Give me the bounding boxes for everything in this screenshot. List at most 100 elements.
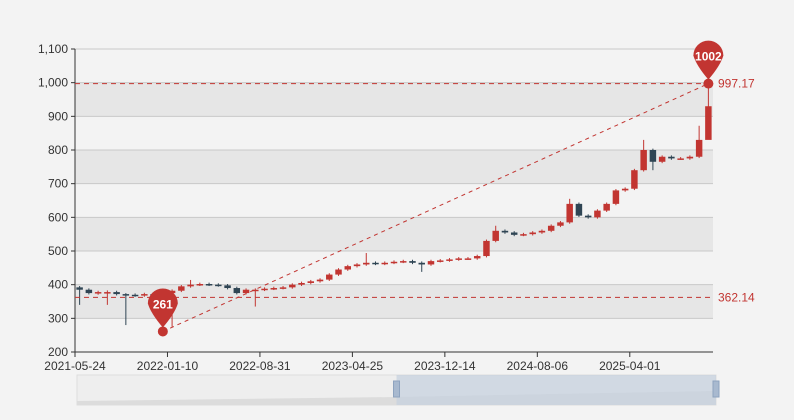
candle-body bbox=[215, 284, 222, 287]
y-tick-label: 600 bbox=[48, 210, 68, 224]
candle-body bbox=[603, 203, 610, 211]
candle-body bbox=[668, 156, 675, 159]
mark-lines: 997.17 362.14 1002 261 bbox=[75, 40, 755, 337]
y-tick-label: 900 bbox=[48, 109, 68, 123]
x-tick-label: 2024-08-06 bbox=[507, 359, 569, 373]
mark-point-dot bbox=[157, 326, 168, 337]
candle-body bbox=[131, 294, 139, 297]
candle-body bbox=[372, 262, 379, 265]
candle-body bbox=[316, 279, 324, 282]
candle-body bbox=[510, 232, 518, 235]
candle-body bbox=[76, 287, 83, 290]
split-area-band bbox=[75, 49, 713, 83]
candle-body bbox=[473, 256, 481, 259]
split-area-band bbox=[75, 217, 713, 251]
candle-body bbox=[483, 240, 490, 257]
candle-body bbox=[529, 232, 536, 235]
candle-body bbox=[575, 203, 583, 216]
y-tick-label: 1,000 bbox=[38, 76, 68, 90]
candle-body bbox=[113, 292, 120, 295]
y-tick-label: 500 bbox=[48, 244, 68, 258]
candle-body bbox=[141, 294, 148, 296]
y-tick-label: 400 bbox=[48, 278, 68, 292]
candle-body bbox=[492, 230, 499, 241]
candle-body bbox=[104, 292, 111, 294]
candle-body bbox=[446, 259, 453, 261]
candle-body bbox=[298, 282, 305, 285]
mark-point-label: 261 bbox=[153, 297, 173, 311]
candle-body bbox=[557, 222, 564, 226]
split-area-band bbox=[75, 251, 713, 285]
candle-body bbox=[705, 106, 712, 140]
candle-body bbox=[390, 261, 398, 264]
candle-body bbox=[122, 294, 130, 296]
axes: 200 300 400 500 600 700 800 900 1,000 1,100 2021-0… bbox=[38, 42, 713, 373]
x-tick-label: 2023-04-25 bbox=[322, 359, 384, 373]
candle-body bbox=[427, 261, 435, 265]
candle-body bbox=[594, 210, 601, 218]
grid-lines bbox=[75, 48, 713, 319]
mark-point-label: 1002 bbox=[695, 50, 722, 64]
y-tick-label: 300 bbox=[48, 311, 68, 325]
x-tick-label: 2021-05-24 bbox=[44, 359, 106, 373]
candle-body bbox=[187, 284, 194, 287]
candle-body bbox=[455, 258, 462, 260]
candle-body bbox=[612, 190, 620, 204]
candle-body bbox=[640, 150, 647, 171]
candle-body bbox=[520, 234, 527, 236]
candle-body bbox=[353, 264, 361, 267]
candle-body bbox=[94, 292, 102, 294]
candle-body bbox=[335, 269, 342, 275]
candles bbox=[76, 81, 712, 332]
candle-body bbox=[566, 203, 573, 223]
split-area-band bbox=[75, 82, 713, 117]
candle-body bbox=[409, 261, 416, 263]
mark-point-pin bbox=[693, 40, 724, 80]
data-zoom-selection[interactable] bbox=[396, 375, 717, 405]
candle-body bbox=[242, 289, 250, 294]
mark-line-label: 362.14 bbox=[718, 290, 755, 304]
split-area-band bbox=[75, 116, 713, 150]
y-tick-label: 1,100 bbox=[38, 42, 68, 56]
candle-body bbox=[381, 262, 388, 265]
candle-body bbox=[85, 289, 93, 294]
y-tick-label: 700 bbox=[48, 177, 68, 191]
candle-body bbox=[289, 284, 296, 288]
candle-body bbox=[631, 170, 638, 189]
candle-body bbox=[658, 156, 666, 162]
candle-body bbox=[233, 288, 241, 294]
candle-body bbox=[538, 230, 546, 233]
candle-body bbox=[400, 261, 407, 263]
candle-body bbox=[501, 230, 509, 233]
candle-body bbox=[621, 188, 629, 191]
x-tick-label: 2023-12-14 bbox=[414, 359, 476, 373]
candle-body bbox=[224, 285, 231, 289]
mark-point-pin bbox=[147, 288, 178, 328]
data-zoom-handle[interactable] bbox=[712, 380, 720, 398]
candle-body bbox=[344, 266, 352, 270]
candle-body bbox=[205, 283, 213, 286]
candle-body bbox=[418, 262, 425, 265]
candle-body bbox=[270, 288, 278, 290]
trend-line bbox=[162, 83, 709, 332]
data-zoom-slider[interactable] bbox=[76, 374, 720, 406]
candle-body bbox=[464, 258, 472, 260]
candle-body bbox=[252, 289, 259, 292]
mark-point-dot bbox=[703, 78, 714, 89]
x-tick-label: 2022-08-31 bbox=[229, 359, 291, 373]
candle-body bbox=[649, 150, 657, 162]
split-area-bands bbox=[75, 49, 713, 352]
candle-body bbox=[677, 158, 684, 160]
candle-body bbox=[584, 215, 592, 218]
split-area-band bbox=[75, 318, 713, 352]
candle-body bbox=[436, 260, 444, 262]
candle-body bbox=[363, 262, 370, 265]
candle-body bbox=[307, 281, 315, 283]
candle-body bbox=[261, 288, 268, 291]
x-tick-label: 2022-01-10 bbox=[137, 359, 199, 373]
y-tick-label: 800 bbox=[48, 143, 68, 157]
candle-body bbox=[178, 286, 185, 291]
data-zoom-handle[interactable] bbox=[393, 380, 400, 398]
y-tick-label: 200 bbox=[48, 345, 68, 359]
